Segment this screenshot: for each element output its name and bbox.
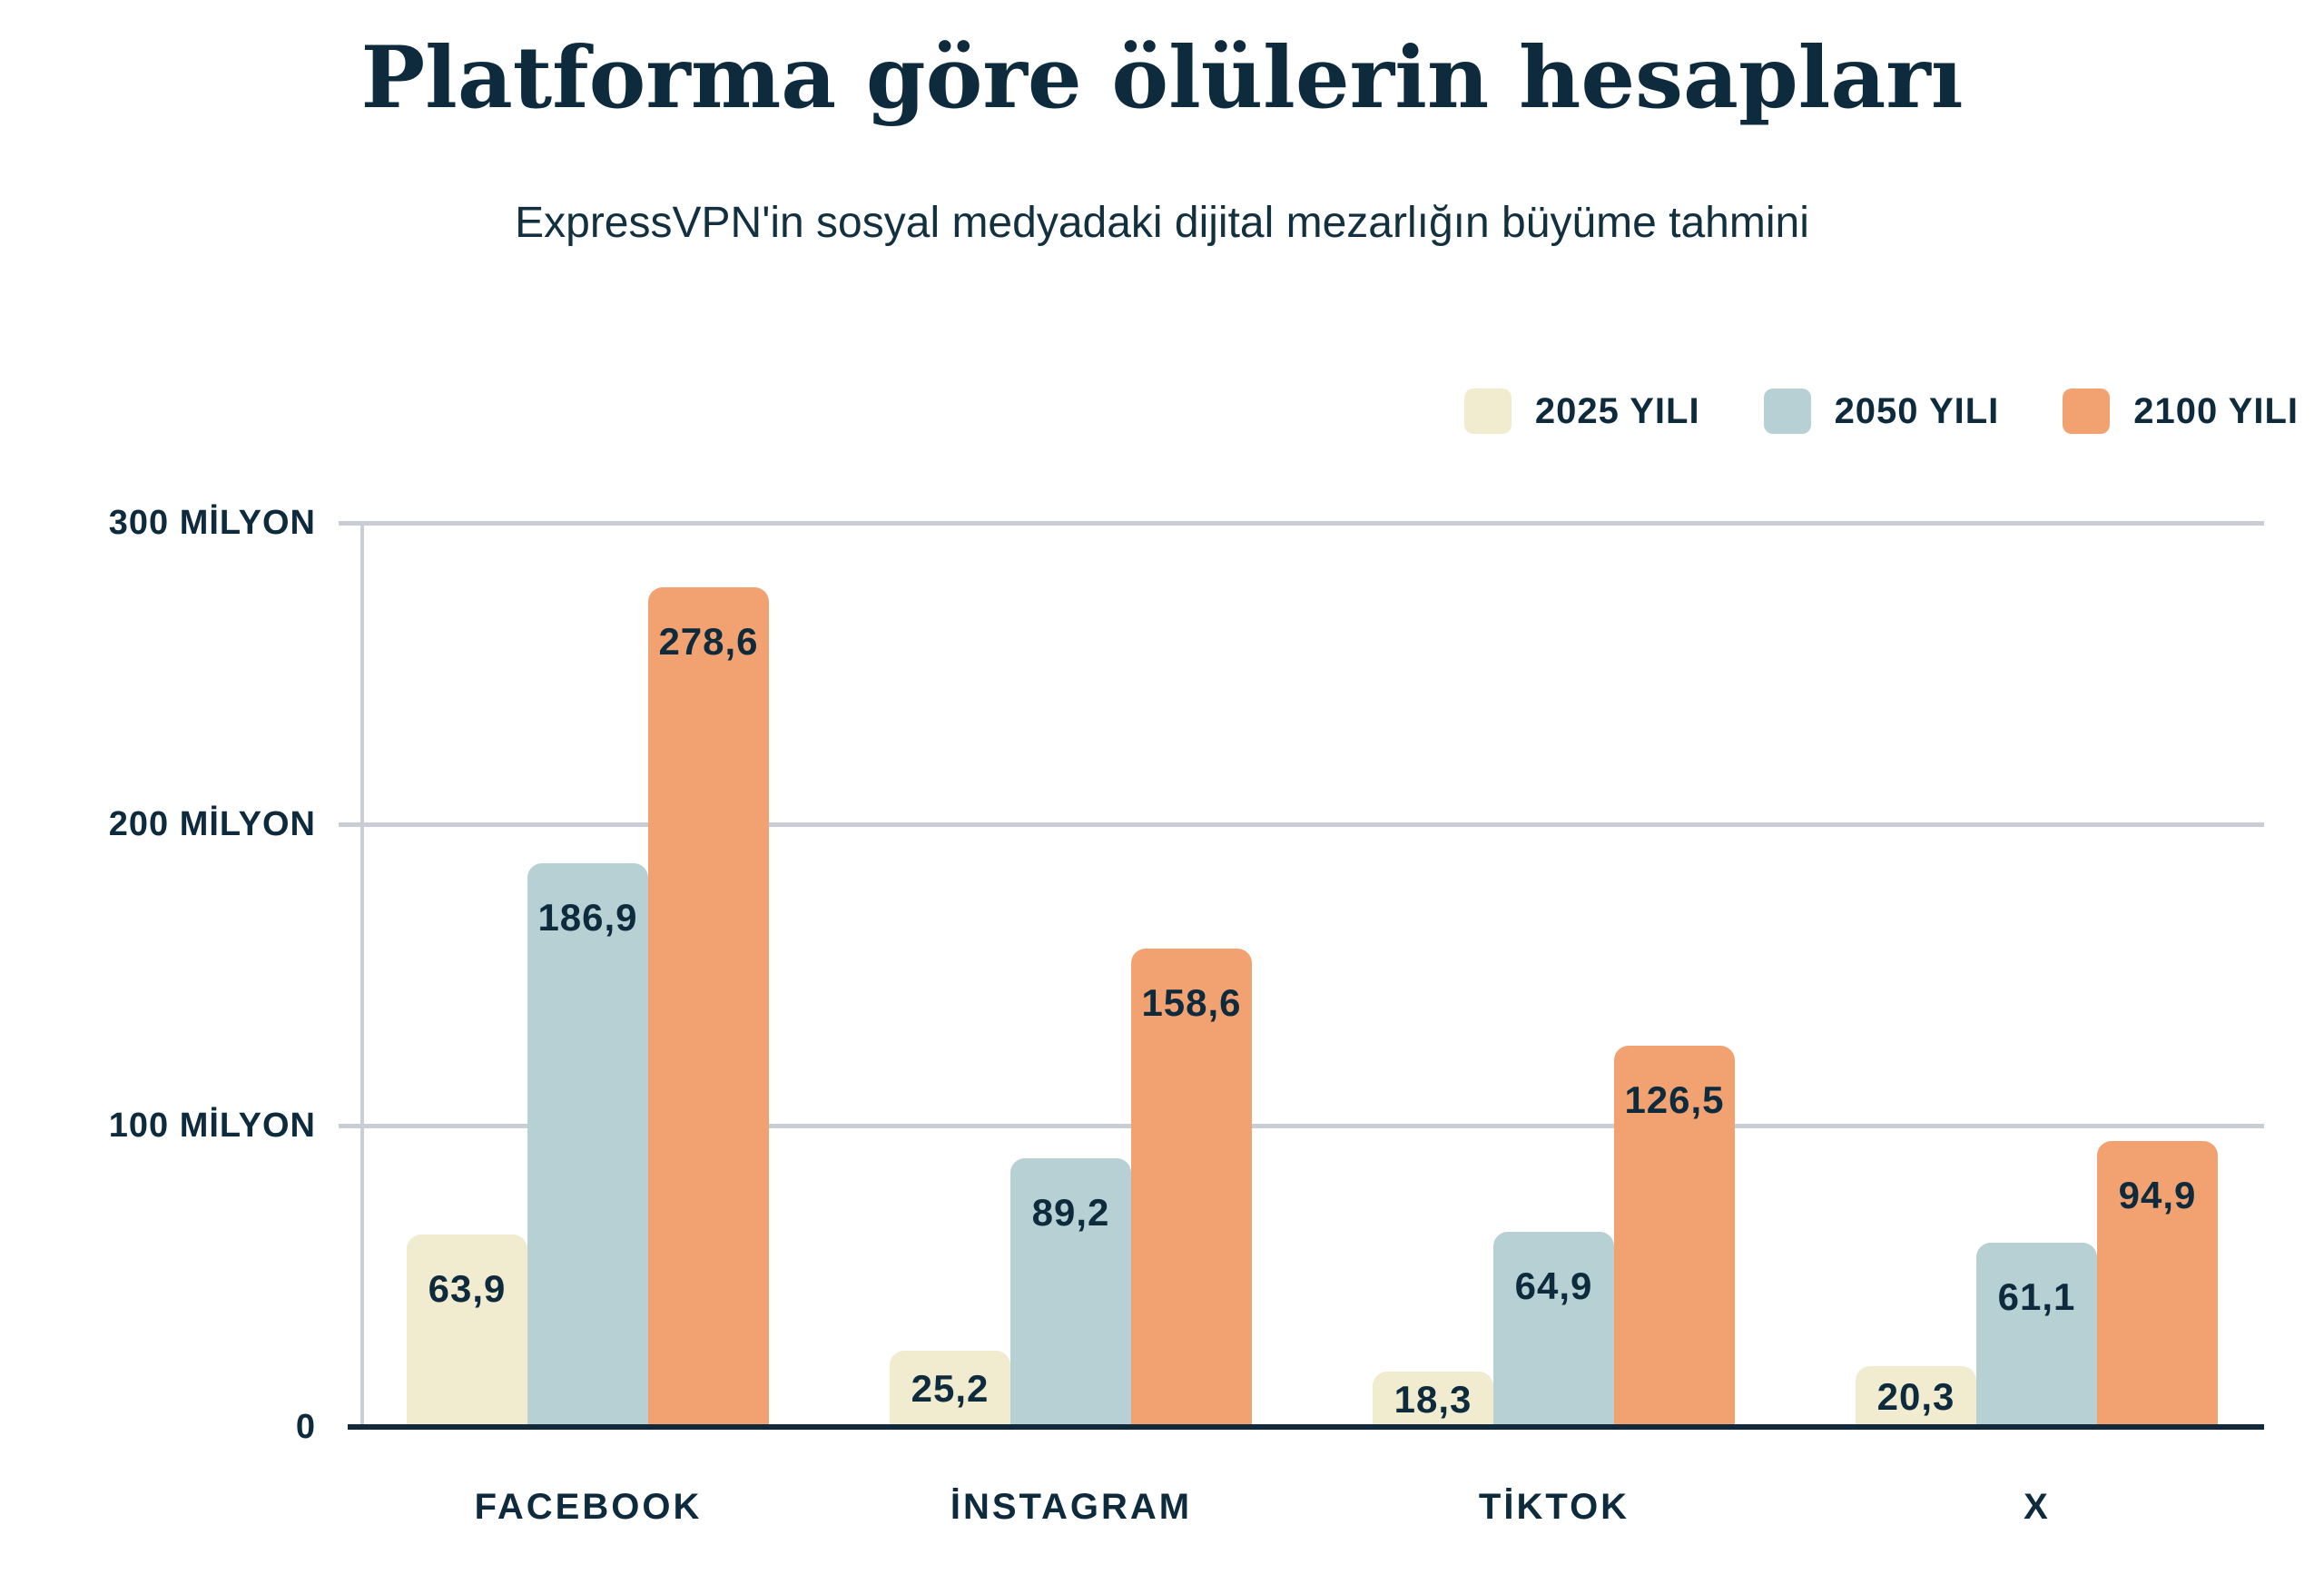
gridline-300: [362, 521, 2264, 526]
bar-facebook-2025: 63,9: [407, 1235, 527, 1427]
chart-subtitle: ExpressVPN'in sosyal medyadaki dijital m…: [515, 199, 1809, 247]
bar-facebook-2100: 278,6: [648, 587, 769, 1427]
y-axis-tick-200: [339, 822, 362, 827]
y-axis-tick-300: [339, 521, 362, 526]
bar-value-label: 186,9: [537, 896, 638, 939]
gridline-200: [362, 822, 2264, 827]
bar-x-2100: 94,9: [2097, 1141, 2218, 1427]
bar-facebook-2050: 186,9: [527, 863, 648, 1427]
x-axis-label-ti̇ktok: TİKTOK: [1478, 1487, 1630, 1527]
legend: 2025 YILI 2050 YILI 2100 YILI: [1463, 389, 2299, 434]
legend-item-2100: 2100 YILI: [2063, 389, 2299, 434]
y-axis-tick-100: [339, 1124, 362, 1128]
legend-label-2100: 2100 YILI: [2133, 390, 2299, 431]
bar-value-label: 278,6: [658, 620, 759, 663]
bar-value-label: 61,1: [1997, 1275, 2076, 1318]
bar-x-2025: 20,3: [1856, 1366, 1976, 1427]
bar-ti̇ktok-2025: 18,3: [1373, 1372, 1493, 1427]
x-axis-label-x: X: [2024, 1487, 2051, 1527]
chart-title: Platforma göre ölülerin hesapları: [360, 28, 1964, 128]
bar-value-label: 25,2: [911, 1367, 990, 1410]
bar-value-label: 126,5: [1624, 1078, 1725, 1121]
legend-label-2025: 2025 YILI: [1534, 390, 1700, 431]
bar-value-label: 18,3: [1393, 1378, 1472, 1421]
y-axis-label-200: 200 MİLYON: [108, 805, 316, 843]
bar-ti̇ktok-2050: 64,9: [1493, 1232, 1614, 1427]
legend-item-2025: 2025 YILI: [1463, 389, 1700, 434]
bar-value-label: 158,6: [1141, 981, 1242, 1024]
x-axis-label-i̇nstagram: İNSTAGRAM: [950, 1487, 1193, 1527]
bar-i̇nstagram-2025: 25,2: [890, 1351, 1010, 1427]
gridline-100: [362, 1124, 2264, 1128]
x-axis-label-facebook: FACEBOOK: [474, 1487, 703, 1527]
y-axis-label-300: 300 MİLYON: [108, 504, 316, 542]
bar-ti̇ktok-2100: 126,5: [1614, 1046, 1735, 1427]
bar-value-label: 64,9: [1514, 1264, 1593, 1307]
bar-value-label: 94,9: [2118, 1174, 2197, 1216]
bar-i̇nstagram-2050: 89,2: [1010, 1158, 1131, 1427]
bar-value-label: 89,2: [1031, 1191, 1110, 1234]
legend-swatch-2050: [1763, 389, 1811, 434]
y-axis-label-100: 100 MİLYON: [108, 1107, 316, 1145]
legend-item-2050: 2050 YILI: [1763, 389, 2000, 434]
y-axis-label-0: 0: [295, 1408, 316, 1446]
bar-value-label: 20,3: [1876, 1375, 1955, 1418]
x-axis-line: [348, 1424, 2264, 1430]
bar-i̇nstagram-2100: 158,6: [1131, 949, 1252, 1427]
bar-x-2050: 61,1: [1976, 1243, 2097, 1427]
y-axis-line: [360, 521, 364, 1427]
bar-value-label: 63,9: [428, 1267, 507, 1310]
legend-swatch-2100: [2063, 389, 2111, 434]
legend-swatch-2025: [1463, 389, 1512, 434]
legend-label-2050: 2050 YILI: [1834, 390, 2000, 431]
